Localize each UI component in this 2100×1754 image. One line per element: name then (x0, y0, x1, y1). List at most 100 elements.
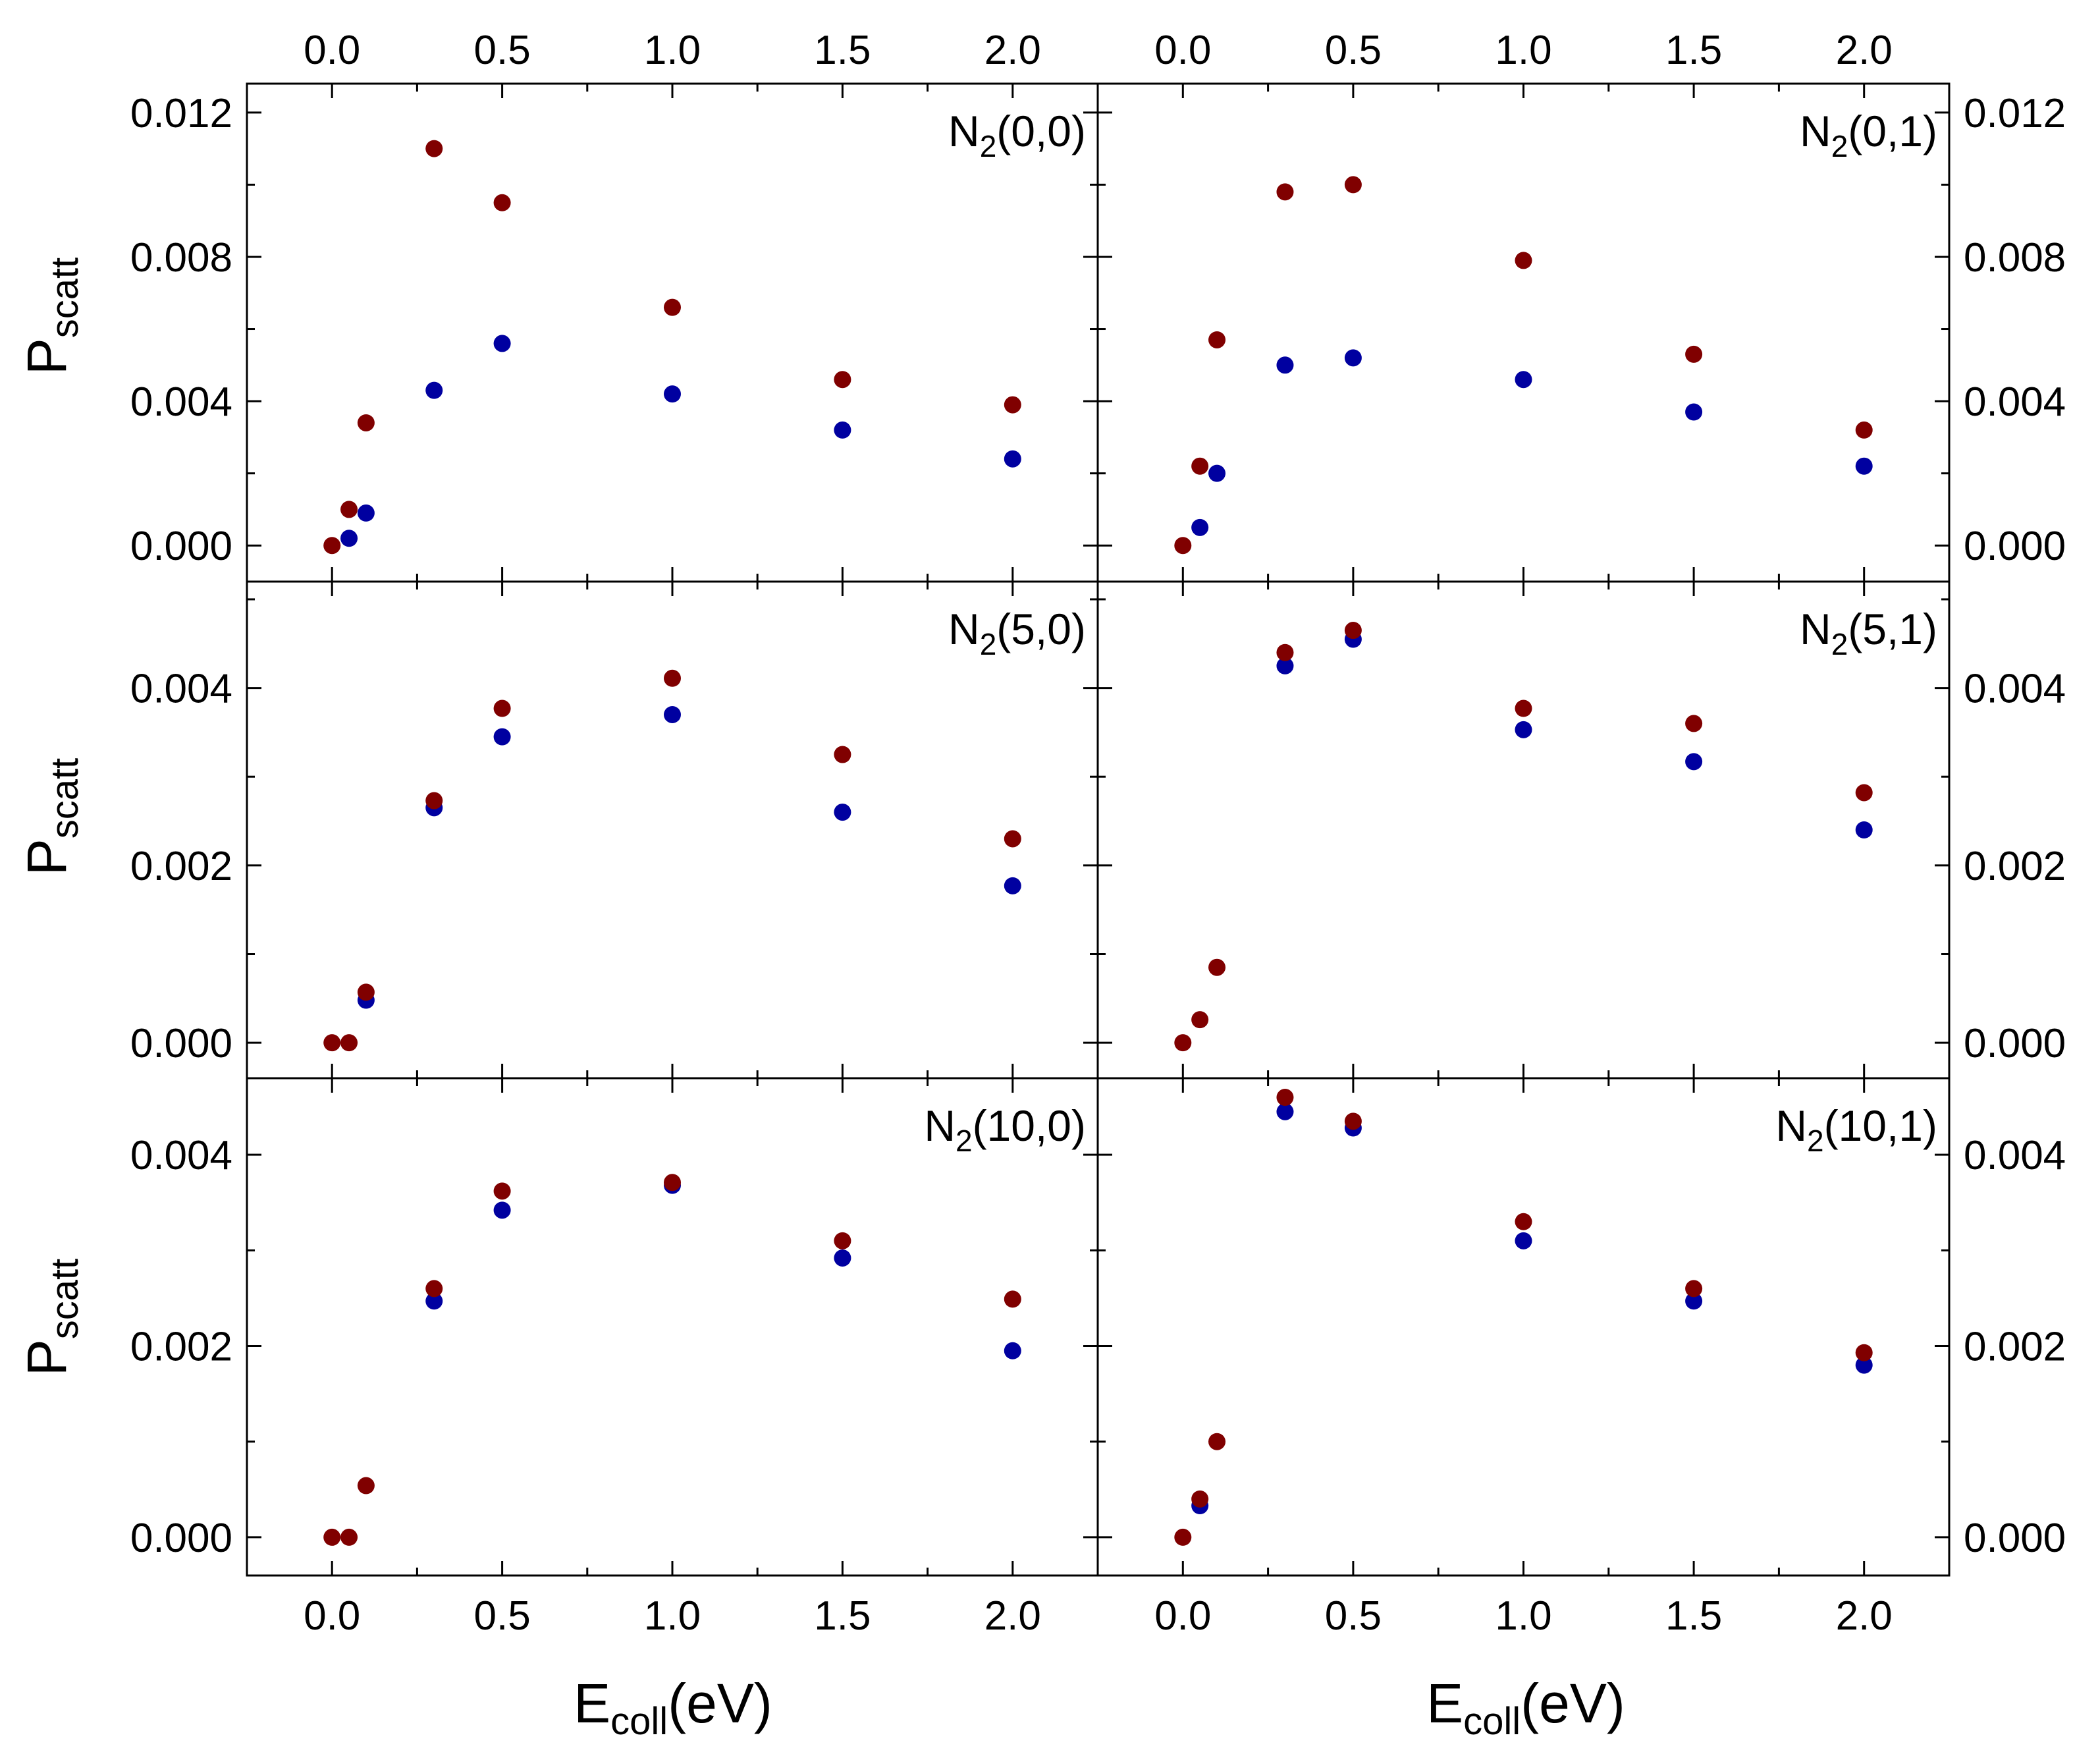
x-tick-label-top: 0.5 (1325, 28, 1382, 73)
series-b-point (834, 1232, 851, 1249)
series-b-point (357, 1477, 375, 1494)
y-tick-label: 0.004 (130, 667, 232, 712)
panel-frame (246, 82, 1099, 583)
series-a-point (1515, 1232, 1532, 1249)
series-a-point (834, 421, 851, 439)
y-tick-label: 0.002 (1964, 844, 2066, 889)
y-tick-label: 0.000 (1964, 1516, 2066, 1561)
panel-6: 0.0 0.5 1.0 1.5 2.0 0.000 0.002 0.004 N2(10,1) (1096, 1077, 2066, 1639)
series-b-point (340, 501, 358, 518)
x-tick-label-bottom: 0.0 (304, 1593, 360, 1639)
y-axis-label-row2: Pscatt (16, 758, 86, 876)
series-b-point (1004, 1290, 1021, 1308)
x-tick-label-top: 0.0 (304, 28, 360, 73)
series-a-point (1685, 1292, 1703, 1310)
series-a-point (425, 381, 443, 399)
series-b-point (1276, 644, 1294, 661)
series-b-point (834, 371, 851, 389)
panel-1: 0.0 0.5 1.0 1.5 2.0 0.000 0.004 0.008 0.012 N2(0,… (130, 28, 1099, 583)
series-b-point (1191, 457, 1209, 475)
panels-layer: 0.0 0.5 1.0 1.5 2.0 0.000 0.004 0.008 0.012 N2(0,… (130, 28, 2066, 1639)
y-tick-label: 0.000 (130, 1516, 232, 1561)
panel-frame (1096, 82, 1951, 583)
series-b-point (1685, 345, 1703, 363)
series-b-point (1855, 784, 1873, 802)
x-axis-label-left: Ecoll(eV) (574, 1672, 772, 1743)
panel-title: N2(0,1) (1800, 107, 1937, 163)
panel-title: N2(5,0) (948, 605, 1086, 661)
series-b-point (1174, 537, 1192, 555)
series-a-point (664, 705, 681, 723)
x-tick-label-top: 1.5 (814, 28, 871, 73)
series-b-point (1515, 1213, 1532, 1230)
y-tick-label: 0.000 (130, 1021, 232, 1066)
x-tick-label-top: 2.0 (984, 28, 1041, 73)
series-b-point (1004, 830, 1021, 848)
series-a-point (1855, 457, 1873, 475)
panel-frame (246, 580, 1099, 1080)
series-b-point (1344, 176, 1362, 194)
series-b-point (323, 537, 341, 555)
x-tick-label-bottom: 0.5 (1325, 1593, 1382, 1639)
series-b-point (1344, 1112, 1362, 1130)
series-a-point (1004, 877, 1021, 894)
x-tick-label-bottom: 1.5 (1665, 1593, 1722, 1639)
series-a-point (1004, 450, 1021, 468)
y-tick-label: 0.004 (1964, 379, 2066, 425)
series-a-point (664, 385, 681, 403)
series-b-point (493, 1182, 511, 1200)
y-tick-label: 0.008 (130, 235, 232, 281)
series-b-point (1191, 1011, 1209, 1029)
panel-5: 0.0 0.5 1.0 1.5 2.0 0.000 0.002 0.004 N2(10,0) (130, 1077, 1099, 1639)
y-tick-label: 0.012 (130, 91, 232, 136)
panel-frame (1096, 580, 1951, 1080)
series-a-point (1515, 371, 1532, 389)
series-b-point (1685, 1280, 1703, 1298)
y-tick-label: 0.002 (130, 1325, 232, 1370)
series-b-point (1855, 421, 1873, 439)
x-tick-label-bottom: 1.0 (644, 1593, 701, 1639)
y-tick-label: 0.000 (1964, 1021, 2066, 1066)
x-tick-label-bottom: 0.0 (1154, 1593, 1211, 1639)
series-b-point (1276, 183, 1294, 201)
series-b-point (1685, 715, 1703, 732)
series-a-point (834, 1249, 851, 1267)
x-tick-label-bottom: 1.5 (814, 1593, 871, 1639)
series-b-point (664, 1174, 681, 1192)
y-tick-label: 0.000 (130, 524, 232, 569)
series-a-point (1276, 356, 1294, 374)
series-b-point (664, 298, 681, 316)
series-b-point (493, 194, 511, 211)
panel-4: 0.000 0.002 0.004 N2(5,1) (1096, 580, 2066, 1080)
y-tick-label: 0.000 (1964, 524, 2066, 569)
series-b-point (1174, 1034, 1192, 1052)
series-b-point (425, 792, 443, 809)
series-a-point (1855, 1356, 1873, 1374)
series-b-point (834, 746, 851, 763)
series-a-point (1191, 518, 1209, 536)
series-a-point (493, 335, 511, 352)
series-b-point (1191, 1490, 1209, 1508)
series-a-point (1515, 721, 1532, 738)
x-tick-label-top: 0.5 (473, 28, 530, 73)
series-a-point (493, 1201, 511, 1219)
x-tick-label-bottom: 0.5 (473, 1593, 530, 1639)
x-tick-label-top: 0.0 (1154, 28, 1211, 73)
series-a-point (493, 728, 511, 746)
y-tick-label: 0.012 (1964, 91, 2066, 136)
series-a-point (1276, 1103, 1294, 1120)
y-axis-label-row3: Pscatt (16, 1259, 86, 1377)
x-tick-label-top: 1.5 (1665, 28, 1722, 73)
series-a-point (1855, 821, 1873, 838)
series-b-point (1855, 1344, 1873, 1361)
panel-title: N2(10,1) (1775, 1101, 1937, 1158)
y-tick-label: 0.008 (1964, 235, 2066, 281)
y-tick-label: 0.004 (130, 379, 232, 425)
series-b-point (493, 699, 511, 717)
x-tick-label-top: 2.0 (1836, 28, 1893, 73)
series-b-point (1174, 1528, 1192, 1546)
panel-2: 0.0 0.5 1.0 1.5 2.0 0.000 0.004 0.008 0.012 N2(0,… (1096, 28, 2066, 583)
y-tick-label: 0.004 (1964, 1133, 2066, 1178)
x-tick-label-bottom: 2.0 (984, 1593, 1041, 1639)
